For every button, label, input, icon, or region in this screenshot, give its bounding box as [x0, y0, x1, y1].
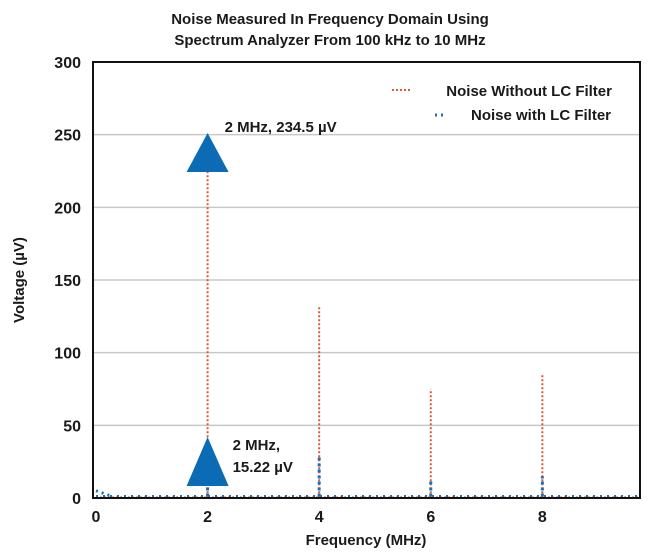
- series-0: [96, 157, 638, 499]
- annotation-triangle-marker: [186, 133, 229, 172]
- legend-label-with-filter: Noise with LC Filter: [471, 107, 611, 124]
- x-tick-label: 2: [203, 509, 212, 526]
- y-tick-label: 0: [72, 491, 81, 508]
- annotation-label-line: 2 MHz,: [233, 437, 281, 454]
- y-tick-label: 150: [54, 273, 81, 290]
- y-tick-label: 250: [54, 128, 81, 145]
- x-tick-label: 6: [426, 509, 435, 526]
- y-tick-label: 200: [54, 200, 81, 217]
- y-tick-label: 300: [54, 55, 81, 72]
- x-axis-label: Frequency (MHz): [306, 532, 427, 549]
- legend: Noise Without LC Filter Noise with LC Fi…: [392, 83, 612, 124]
- y-tick-label: 100: [54, 346, 81, 363]
- x-tick-label: 8: [538, 509, 547, 526]
- chart-title-line-1: Noise Measured In Frequency Domain Using: [171, 11, 489, 28]
- series-1: [95, 457, 638, 499]
- legend-label-without-filter: Noise Without LC Filter: [446, 83, 612, 100]
- annotation-label: 2 MHz, 234.5 µV: [225, 119, 337, 136]
- y-axis-label: Voltage (µV): [11, 237, 28, 323]
- y-tick-label: 50: [63, 418, 81, 435]
- chart-title-line-2: Spectrum Analyzer From 100 kHz to 10 MHz: [174, 32, 485, 49]
- annotation-label-line: 15.22 µV: [233, 459, 293, 476]
- x-tick-label: 4: [315, 509, 324, 526]
- annotation-triangle-marker: [186, 437, 229, 486]
- plot-frame: [92, 61, 641, 499]
- x-tick-label: 0: [92, 509, 101, 526]
